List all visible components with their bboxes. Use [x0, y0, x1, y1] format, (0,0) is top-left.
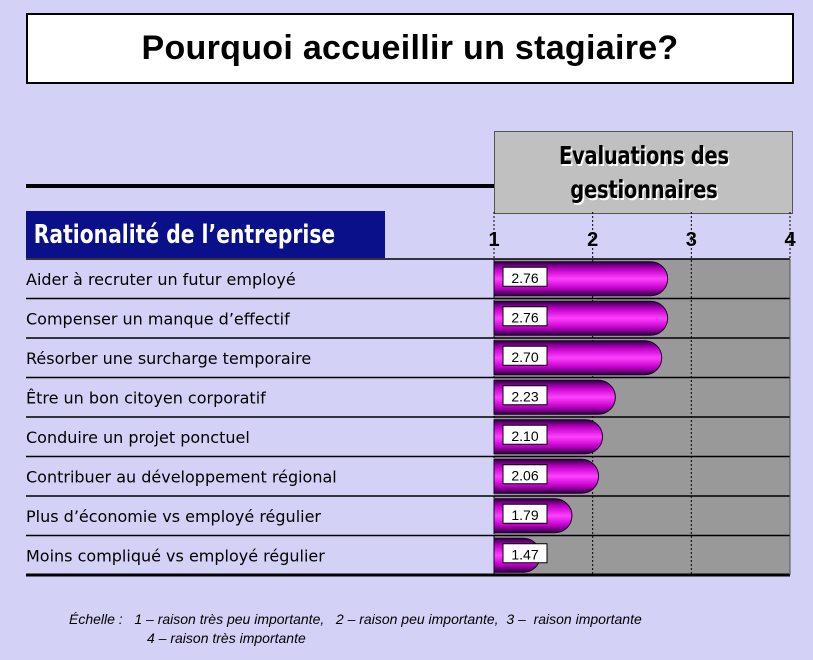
section-label: Rationalité de l’entreprise — [26, 211, 385, 258]
value-label-box — [502, 345, 548, 366]
header-rule — [26, 184, 494, 188]
category-label: Moins compliqué vs employé régulier — [26, 546, 325, 565]
x-tick-label: 3 — [686, 229, 697, 251]
category-label: Compenser un manque d’effectif — [26, 309, 290, 328]
x-tick-label: 2 — [587, 229, 598, 251]
value-label: 2.76 — [511, 309, 538, 325]
value-label: 2.10 — [511, 428, 538, 444]
value-label: 2.23 — [511, 388, 538, 404]
category-label: Aider à recruter un futur employé — [26, 270, 296, 289]
page-title: Pourquoi accueillir un stagiaire? — [141, 29, 679, 67]
title-box: Pourquoi accueillir un stagiaire? — [26, 13, 794, 84]
category-label: Être un bon citoyen corporatif — [26, 388, 266, 407]
value-label-box — [502, 464, 548, 485]
evaluation-header-line2: gestionnaires — [569, 174, 718, 204]
scale-legend-line1: Échelle : 1 – raison très peu importante… — [69, 611, 642, 627]
category-label: Contribuer au développement régional — [26, 467, 337, 486]
scale-legend: Échelle : 1 – raison très peu importante… — [69, 610, 642, 648]
evaluation-header-text: Evaluations des gestionnaires — [559, 139, 729, 207]
scale-legend-line2: 4 – raison très importante — [147, 630, 306, 646]
value-label-box — [502, 306, 548, 327]
evaluation-header-line1: Evaluations des — [558, 140, 729, 170]
category-label: Plus d’économie vs employé régulier — [26, 507, 321, 526]
value-label: 2.70 — [511, 349, 538, 365]
value-label: 2.76 — [511, 270, 538, 286]
x-tick-label: 1 — [488, 229, 499, 251]
value-label-box — [502, 424, 548, 445]
value-label: 1.47 — [511, 546, 538, 562]
value-label: 2.06 — [511, 467, 538, 483]
x-tick-label: 4 — [784, 229, 796, 251]
category-label: Conduire un projet ponctuel — [26, 428, 250, 447]
value-label-box — [502, 385, 548, 406]
value-label-box — [502, 543, 548, 564]
evaluation-header: Evaluations des gestionnaires — [494, 131, 793, 214]
section-label-text: Rationalité de l’entreprise — [33, 219, 336, 250]
value-label: 1.79 — [511, 507, 538, 523]
category-label: Résorber une surcharge temporaire — [26, 349, 311, 368]
value-label-box — [502, 266, 548, 287]
value-label-box — [502, 503, 548, 524]
